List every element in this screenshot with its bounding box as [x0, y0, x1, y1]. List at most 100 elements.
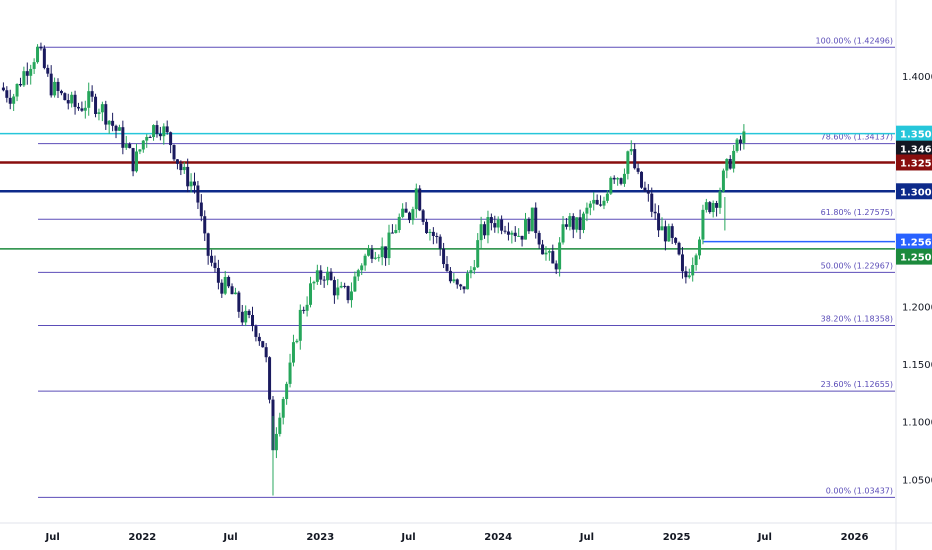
candle-body [134, 151, 138, 172]
candle-body [169, 132, 173, 146]
candle-body [124, 143, 128, 148]
candle-body [595, 199, 599, 205]
candle-body [29, 68, 33, 76]
candle-body [274, 433, 278, 451]
candle-body [356, 270, 360, 277]
candle-body [469, 270, 473, 274]
candle-body [196, 185, 200, 203]
candle-body [63, 93, 67, 101]
candle-body [452, 279, 456, 282]
candle-body [554, 263, 558, 270]
candle-body [411, 209, 415, 221]
candle-body [158, 133, 162, 137]
candle-body [585, 207, 589, 214]
candle-body [240, 311, 244, 323]
candle-body [257, 336, 261, 342]
candle-body [199, 202, 203, 217]
candle-body [667, 226, 671, 242]
candle-body [346, 286, 350, 301]
candle-body [387, 232, 391, 259]
candle-body [87, 91, 91, 108]
candle-body [42, 48, 46, 68]
candle-body [715, 203, 719, 208]
candle-body [513, 232, 517, 237]
candle-body [141, 140, 145, 150]
candle-body [448, 270, 452, 282]
candle-body [213, 262, 217, 268]
candle-body [230, 286, 234, 295]
candle-body [32, 62, 36, 69]
candle-body [12, 96, 16, 104]
candle-body [517, 235, 521, 237]
candle-body [571, 216, 575, 230]
candle-body [377, 257, 381, 259]
candle-body [578, 217, 582, 230]
candle-body [537, 232, 541, 245]
fib-level-label: 50.00% (1.22967) [821, 261, 893, 270]
candle-body [616, 178, 620, 180]
candle-body [636, 168, 640, 172]
candle-body [663, 226, 667, 242]
candle-body [278, 417, 282, 434]
candle-body [404, 208, 408, 213]
candle-body [353, 276, 357, 292]
candle-body [602, 200, 606, 206]
candle-body [302, 309, 306, 311]
candle-body [117, 127, 121, 131]
candle-body [76, 106, 80, 109]
time-tick-label: 2022 [128, 532, 156, 543]
candle-body [148, 136, 152, 138]
candle-body [162, 126, 166, 137]
candle-body [152, 125, 156, 138]
candle-body [479, 224, 483, 241]
time-axis[interactable]: Jul 2022 Jul 2023 Jul 2024 Jul 2025 Jul 2026 [45, 532, 869, 543]
price-tick-label: 1.40000 [902, 72, 932, 83]
candle-body [701, 209, 705, 240]
time-tick-label: 2023 [306, 532, 334, 543]
candle-body [1, 87, 5, 91]
candle-body [66, 100, 70, 104]
price-badge-label: 1.25633 [900, 238, 932, 249]
candle-body [680, 254, 684, 272]
candle-body [530, 207, 534, 232]
candle-body [363, 255, 367, 266]
price-badge-label: 1.25000 [900, 253, 932, 264]
candle-body [90, 91, 94, 97]
candle-body [186, 166, 190, 187]
candle-body [94, 96, 98, 114]
candle-body [175, 159, 179, 164]
candle-body [657, 213, 661, 231]
price-badge [896, 154, 932, 171]
candle-body [718, 191, 722, 208]
candle-body [349, 291, 353, 301]
candle-body [643, 187, 647, 191]
candle-body [203, 216, 207, 234]
candle-body [619, 178, 623, 184]
candle-body [588, 203, 592, 208]
candle-body [343, 285, 347, 287]
price-badge [896, 140, 932, 157]
candle-body [476, 240, 480, 268]
candle-body [281, 399, 285, 418]
candle-body [172, 145, 176, 160]
candle-body [401, 208, 405, 217]
candle-body [397, 216, 401, 231]
candle-body [704, 202, 708, 210]
candle-body [742, 131, 746, 144]
candle-body [70, 94, 74, 104]
candle-body [268, 357, 272, 400]
time-tick-label: Jul [579, 532, 594, 543]
candle-body [459, 284, 463, 287]
candle-body [227, 276, 231, 287]
candle-body [193, 181, 197, 186]
time-tick-label: Jul [222, 532, 237, 543]
candle-body [612, 177, 616, 180]
price-tick-label: 1.05000 [902, 475, 932, 486]
candle-body [547, 251, 551, 253]
candle-body [520, 235, 524, 240]
candle-body [493, 223, 497, 228]
candle-body [131, 148, 135, 172]
candle-body [326, 271, 330, 281]
candle-body [189, 181, 193, 187]
